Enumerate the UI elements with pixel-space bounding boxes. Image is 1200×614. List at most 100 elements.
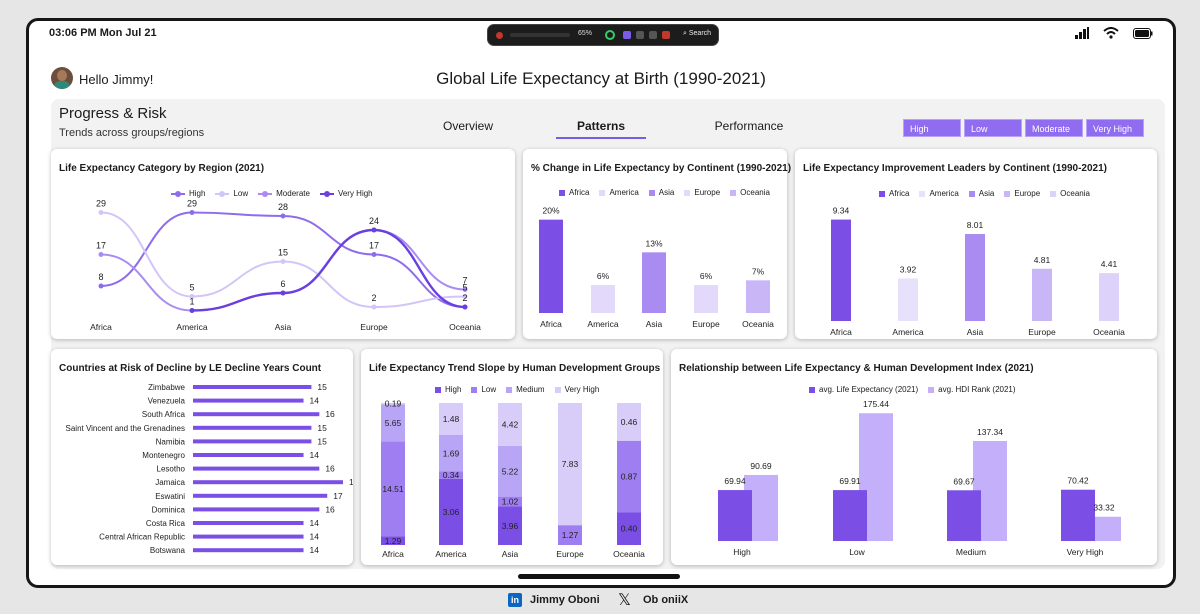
tick-label: Europe [360,322,388,332]
legend-label: America [609,188,639,197]
chart-legend: High Low Medium Very High [435,385,599,394]
stack-segment [381,403,405,405]
bar [193,493,328,498]
legend-label: avg. Life Expectancy (2021) [819,385,919,394]
stack-segment [498,445,522,497]
tick-label: America [176,322,207,332]
linkedin-name[interactable]: Jimmy Oboni [530,594,600,606]
data-label: 15 [317,423,327,433]
legend-label: Low [233,189,249,198]
bar [746,280,770,313]
tick-label: Europe [556,549,584,559]
bar [193,507,320,512]
bar [833,490,867,541]
data-label: 17 [333,491,343,501]
tick-label: Costa Rica [146,519,186,528]
bar [193,412,320,417]
linkedin-icon[interactable]: in [508,593,522,607]
tick-label: Dominica [152,505,186,514]
legend-label: Very High [564,385,600,394]
tick-label: Africa [90,322,112,332]
legend-label: High [189,189,206,198]
legend-label: High [445,385,462,394]
greeting: Hello Jimmy! [79,72,154,87]
bar-chart: 9.34 Africa 3.92 America 8.01 Asia 4.81 Europe 4… [830,206,1125,337]
tick-label: Asia [967,327,984,337]
bar [193,425,312,430]
data-label: 6 [280,279,285,289]
stack-segment [439,471,463,479]
bar [193,398,304,403]
chart-legend: avg. Life Expectancy (2021) avg. HDI Ran… [809,385,1016,394]
legend-label: Medium [516,385,545,394]
data-label: 69.91 [839,476,861,486]
x-handle[interactable]: Ob oniiX [643,594,689,606]
stack-segment [381,404,405,442]
data-label: 8.01 [967,220,984,230]
stack-segment [558,403,582,526]
tick-label: America [587,319,618,329]
tab-performance[interactable]: Performance [714,119,784,133]
data-label: 24 [369,216,379,226]
dynamic-island: 65% ⌕ Search [487,24,719,46]
data-label: 3.06 [443,507,460,517]
legend-label: Low [481,385,497,394]
data-label: 3.92 [900,264,917,274]
legend-label: Africa [889,189,910,198]
data-label: 69.67 [953,476,975,486]
data-point [371,252,377,257]
tick-label: Europe [1028,327,1056,337]
app-icon[interactable] [636,31,644,39]
data-label: 4.42 [502,419,519,429]
clustered-bar-chart: 90.69 69.94 High 175.44 69.91 Low 137.34 69.67 M… [718,399,1121,557]
data-label: 14.51 [382,484,404,494]
app-icon[interactable] [649,31,657,39]
tick-label: Medium [956,547,986,557]
data-label: 20% [542,206,559,216]
tick-label: High [733,547,751,557]
filter-very-high[interactable]: Very High [1086,119,1144,137]
data-label: 9.34 [833,206,850,216]
data-point [371,304,377,310]
data-label: 7.83 [562,459,579,469]
data-label: 90.69 [750,461,772,471]
app-icon[interactable] [623,31,631,39]
data-label: 1 [189,297,194,307]
filter-high[interactable]: High [903,119,961,137]
data-label: 4.81 [1034,255,1051,265]
data-label: 19 [349,477,353,487]
bar [193,548,304,553]
chart-title: Life Expectancy Improvement Leaders by C… [803,163,1107,174]
tab-patterns[interactable]: Patterns [556,119,646,139]
home-indicator[interactable] [518,574,680,579]
tick-label: Namibia [156,437,186,446]
stack-segment [381,536,405,545]
tick-label: Very High [1067,547,1104,557]
tick-label: Oceania [742,319,774,329]
stack-segment [439,478,463,545]
avatar[interactable] [51,67,73,89]
series-line [100,211,466,309]
tick-label: Oceania [1093,327,1125,337]
x-logo-icon[interactable]: 𝕏 [618,592,631,609]
data-label: 16 [325,464,335,474]
legend-label: Africa [569,188,590,197]
tab-overview[interactable]: Overview [442,119,493,133]
data-label: 16 [325,409,335,419]
filter-low[interactable]: Low [964,119,1022,137]
stack-segment [498,496,522,507]
island-bar [510,33,570,37]
filter-moderate[interactable]: Moderate [1025,119,1083,137]
tick-label: Montenegro [142,451,185,460]
data-label: 8 [98,272,103,282]
island-search[interactable]: ⌕ Search [683,30,712,37]
bar [718,490,752,541]
data-label: 7% [752,266,765,276]
progress-ring-icon [605,30,615,40]
data-point [280,213,286,219]
tick-label: Eswatini [155,492,185,501]
app-icon[interactable] [662,31,670,39]
bar [1061,489,1095,541]
chart-title: Relationship between Life Expectancy & H… [679,363,1034,374]
bar [1032,268,1052,321]
